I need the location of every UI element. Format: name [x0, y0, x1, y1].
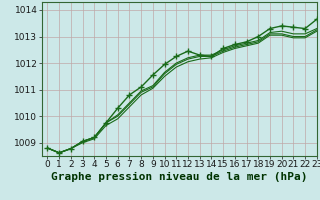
X-axis label: Graphe pression niveau de la mer (hPa): Graphe pression niveau de la mer (hPa) [51, 172, 308, 182]
